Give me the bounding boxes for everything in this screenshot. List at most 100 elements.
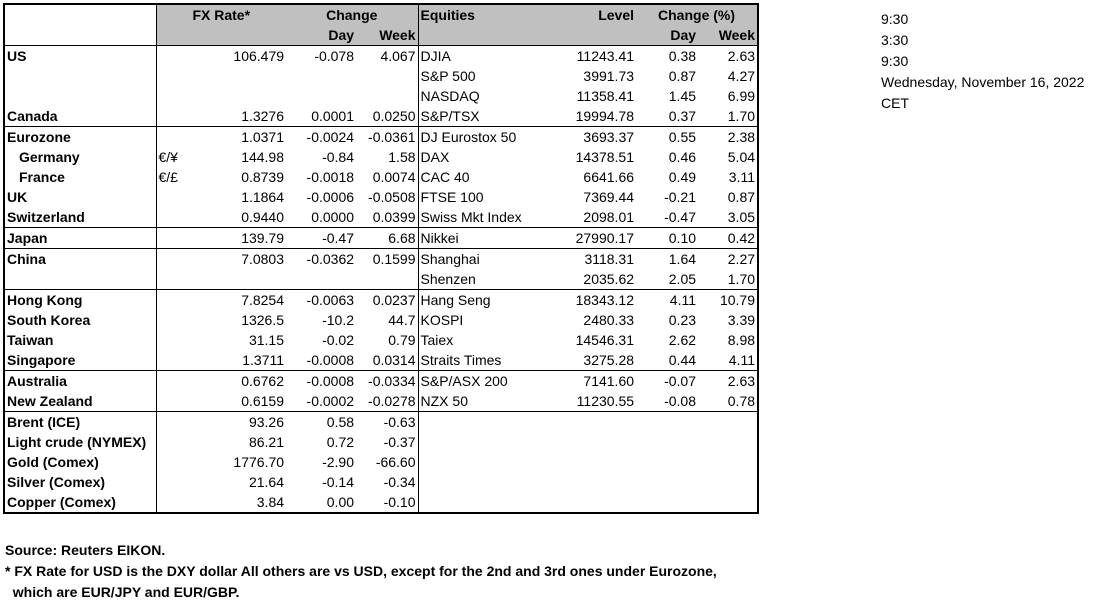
fx-day-cell: -0.02: [322, 332, 355, 348]
fx-rate-cell: 93.26: [226, 411, 287, 432]
fx-day-cell: 0.00: [326, 494, 355, 510]
equity-day-cell: 0.55: [636, 126, 699, 147]
header-row-1: FX Rate* Change Equities Level Change (%…: [4, 4, 759, 25]
region-cell: Hong Kong: [4, 289, 157, 310]
equity-week-cell: [698, 411, 759, 432]
fx-week-cell: 0.1599: [356, 248, 419, 269]
pair-cell: [156, 86, 226, 106]
table-row: Taiwan 31.15 -0.02 0.79 Taiex 14546.31 2.62 8.9…: [4, 330, 758, 350]
fx-day-cell: [286, 86, 356, 106]
time-2: 3:30: [881, 32, 909, 48]
equity-level-cell: 2480.33: [583, 312, 635, 328]
equity-week-cell: 1.70: [727, 108, 756, 124]
equity-week-cell: 3.05: [727, 209, 756, 225]
equity-week-cell: 3.39: [727, 312, 756, 328]
fx-day-cell: -0.0006: [306, 189, 355, 205]
pair-cell: [156, 432, 226, 452]
equity-day-cell: -0.21: [664, 189, 697, 205]
side-info: 9:30 3:30 9:30 Wednesday, November 16, 2…: [881, 9, 1084, 114]
table-row: Canada 1.3276 0.0001 0.0250 S&P/TSX 19994.78 0…: [4, 106, 758, 127]
header-row-2: Day Week Day Week: [4, 25, 759, 46]
fx-day-cell: -0.0018: [306, 169, 355, 185]
region-cell: Germany: [4, 147, 157, 167]
fx-week-cell: -0.63: [356, 411, 419, 432]
equity-day-cell: [636, 411, 699, 432]
fx-rate-cell: 144.98: [241, 149, 285, 165]
fx-rate-cell: 1.0371: [226, 126, 287, 147]
equity-week-cell: 0.87: [727, 189, 756, 205]
table-row: Germany €/¥ 144.98 -0.84 1.58 DAX 14378.51 0.46…: [4, 147, 758, 167]
fx-day-cell: -0.0024: [286, 126, 357, 147]
equity-level-cell: 3275.28: [583, 352, 635, 368]
region-cell: Silver (Comex): [4, 472, 157, 492]
equity-day-cell: 0.23: [668, 312, 697, 328]
equity-day-cell: 0.87: [668, 68, 697, 84]
equity-index-cell: S&P 500: [420, 68, 476, 84]
fx-rate-cell: 7.8254: [226, 289, 287, 310]
equity-day-cell: -0.08: [664, 393, 697, 409]
pair-cell: [156, 472, 226, 492]
equity-week-cell: 0.78: [727, 393, 756, 409]
fx-day-cell: [286, 66, 356, 86]
fx-day-cell: -0.0362: [286, 248, 357, 269]
equity-day-cell: [636, 432, 698, 452]
fx-rate-cell: 1.3711: [242, 352, 285, 368]
fx-week-cell: 1.58: [356, 147, 419, 167]
equity-day-cell: [636, 452, 698, 472]
corner-cell: [4, 4, 157, 25]
corner-cell: [4, 25, 157, 46]
equity-level-cell: 19994.78: [575, 108, 635, 124]
change-pct-header: Change (%): [636, 4, 759, 25]
pair-cell: [156, 492, 226, 513]
equity-index-cell: DAX: [420, 149, 450, 165]
pair-cell: [156, 330, 226, 350]
fx-day-cell: -2.90: [322, 454, 355, 470]
fx-day-cell: -0.078: [286, 45, 357, 66]
fx-week-cell: [356, 86, 419, 106]
fx-rate-cell: 21.64: [248, 474, 285, 490]
region-cell: [4, 269, 157, 290]
fx-rate-cell: [226, 269, 286, 290]
pair-cell: [156, 45, 226, 66]
equity-day-cell: 0.10: [636, 227, 699, 249]
fx-rate-cell: 0.9440: [241, 209, 285, 225]
pair-cell: [156, 106, 226, 127]
fx-rate-cell: 0.6762: [226, 370, 287, 391]
region-cell: UK: [4, 187, 157, 207]
equity-week-cell: 3.11: [728, 169, 756, 185]
equity-index-cell: S&P/TSX: [420, 108, 480, 124]
equity-index-cell: FTSE 100: [420, 189, 484, 205]
fx-week-cell: 0.0399: [356, 207, 419, 228]
region-cell: Japan: [4, 227, 157, 249]
table-row: Japan 139.79 -0.47 6.68 Nikkei 27990.17 0.10 0.…: [4, 227, 759, 249]
region-cell: US: [4, 45, 157, 66]
equity-level-cell: 3118.31: [556, 248, 637, 269]
region-cell: France: [4, 167, 157, 187]
equity-level-cell: 3693.37: [556, 126, 637, 147]
equity-index-cell: DJ Eurostox 50: [418, 126, 557, 147]
equity-index-cell: CAC 40: [420, 169, 470, 185]
equity-level-cell: 3991.73: [583, 68, 635, 84]
equity-day-cell: 0.49: [668, 169, 697, 185]
footnote-line-2: which are EUR/JPY and EUR/GBP.: [5, 584, 240, 600]
equity-day-cell: 0.37: [668, 108, 697, 124]
region-cell: South Korea: [4, 310, 157, 330]
equity-week-cell: 1.70: [727, 271, 756, 287]
equity-week-cell: 2.63: [698, 370, 759, 391]
date-label: Wednesday, November 16, 2022: [881, 74, 1085, 90]
equity-week-cell: 6.99: [727, 88, 756, 104]
table-row: Brent (ICE) 93.26 0.58 -0.63: [4, 411, 759, 432]
equity-day-cell: [636, 472, 698, 492]
market-data-table: FX Rate* Change Equities Level Change (%…: [3, 3, 760, 514]
region-cell: Brent (ICE): [4, 411, 157, 432]
day-header: Day: [286, 25, 357, 46]
fx-rate-cell: 86.21: [248, 434, 285, 450]
table-row: Silver (Comex) 21.64 -0.14 -0.34: [4, 472, 758, 492]
fx-day-cell: 0.72: [326, 434, 355, 450]
equity-index-cell: Nikkei: [418, 227, 557, 249]
equity-index-cell: DJIA: [418, 45, 557, 66]
fx-week-cell: -0.0278: [356, 391, 419, 412]
footnote-line-1: * FX Rate for USD is the DXY dollar All …: [5, 563, 717, 579]
pair-cell: [156, 452, 226, 472]
equity-week-cell: 10.79: [698, 289, 759, 310]
